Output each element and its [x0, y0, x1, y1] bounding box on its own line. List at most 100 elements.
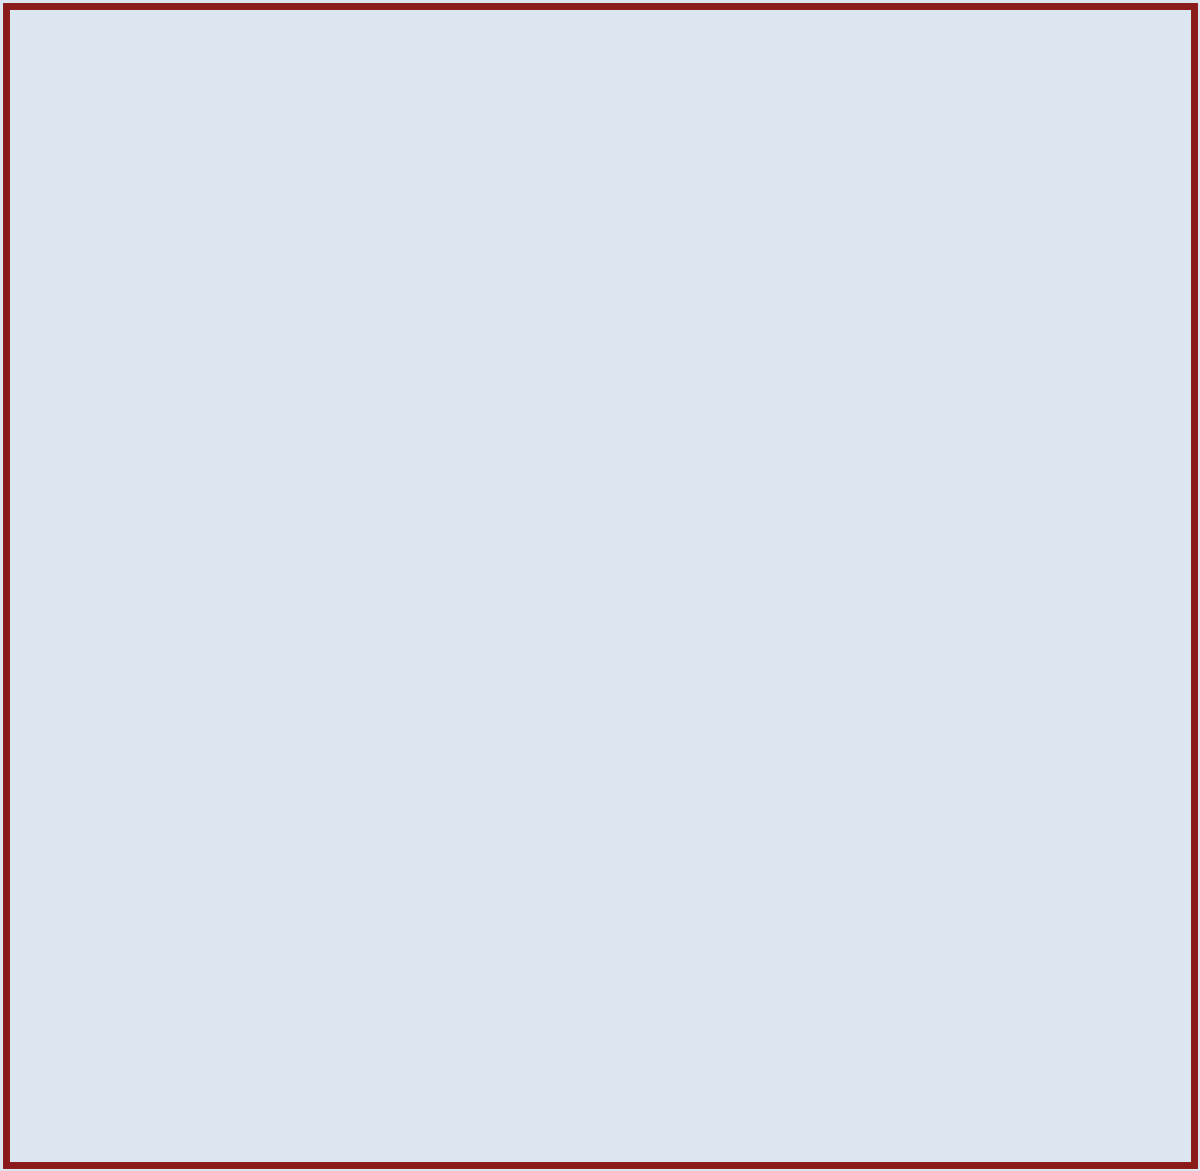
- Bar: [456, 199, 744, 272]
- Text: Cardiomyopathy: Cardiomyopathy: [730, 929, 810, 939]
- Text: Cardiomyopathy: Cardiomyopathy: [730, 1056, 810, 1066]
- Text: Composite Outcomes: Composite Outcomes: [706, 844, 810, 855]
- Text: 1.37: 1.37: [1080, 634, 1102, 643]
- Bar: [14, 744, 608, 871]
- Text: 9.25: 9.25: [1080, 676, 1102, 685]
- Text: 2.15-8.04: 2.15-8.04: [541, 1056, 587, 1066]
- Bar: [456, 334, 744, 386]
- Text: 1.38-2.03: 1.38-2.03: [1133, 844, 1178, 855]
- Text: All-cause mortality: All-cause mortality: [950, 396, 1042, 405]
- Bar: [14, 535, 1186, 576]
- Text: CMP-related outcomes
associated with
predicted deleterious
variants: CMP-related outcomes associated with pre…: [650, 411, 767, 457]
- Text: Mean 12.2 ± 1.7
years follow-up: Mean 12.2 ± 1.7 years follow-up: [985, 263, 1073, 286]
- Bar: [580, 384, 838, 484]
- Text: 1.33: 1.33: [491, 844, 512, 855]
- Text: 5: 5: [335, 1138, 341, 1148]
- Text: 6.25-13.69: 6.25-13.69: [1129, 676, 1182, 685]
- Bar: [858, 398, 1134, 484]
- Text: CI 95%: CI 95%: [530, 593, 574, 602]
- Text: 1.01-1.25: 1.01-1.25: [541, 634, 587, 643]
- Text: 5.05-8.27: 5.05-8.27: [541, 802, 587, 813]
- Text: 10: 10: [446, 1138, 461, 1148]
- Text: Cardiomyopathy: Cardiomyopathy: [730, 802, 810, 813]
- Bar: [924, 241, 1134, 308]
- Text: 1.42-1.91: 1.42-1.91: [1133, 718, 1178, 727]
- Text: Composite Outcomes: Composite Outcomes: [115, 718, 220, 727]
- Text: Main Variant Annotation Strategy: Main Variant Annotation Strategy: [188, 549, 440, 563]
- Text: 11.38: 11.38: [1078, 929, 1104, 939]
- Text: 1.15-2.17: 1.15-2.17: [1133, 1098, 1178, 1108]
- Text: 1.24: 1.24: [491, 1098, 512, 1108]
- Bar: [14, 871, 608, 998]
- Text: 1: 1: [241, 1138, 248, 1148]
- Bar: [66, 324, 276, 375]
- Text: 1.41-13.61: 1.41-13.61: [1129, 1056, 1182, 1066]
- Bar: [66, 215, 276, 251]
- Text: 0.92-1.55: 0.92-1.55: [541, 1014, 587, 1023]
- Text: 0.69-1.86: 0.69-1.86: [1133, 1014, 1178, 1023]
- Text: 4.38: 4.38: [1080, 1056, 1102, 1066]
- Text: Genes of
interest: Genes of interest: [148, 338, 194, 361]
- Text: Methods: Methods: [557, 126, 643, 145]
- Text: 1.68: 1.68: [1080, 844, 1102, 855]
- Text: 15: 15: [989, 1138, 1002, 1148]
- Text: 6.72-17.15: 6.72-17.15: [1129, 802, 1182, 813]
- Text: 1.01-1.27: 1.01-1.27: [1133, 760, 1178, 771]
- Text: HR: HR: [481, 593, 498, 602]
- Text: Mortality: Mortality: [176, 1014, 220, 1023]
- Text: 3.04-6.67: 3.04-6.67: [541, 929, 587, 939]
- Text: 1.32-2.05: 1.32-2.05: [1133, 971, 1178, 981]
- Text: Robust follow-up: Robust follow-up: [127, 228, 215, 238]
- Bar: [14, 166, 1186, 486]
- Text: 10.73: 10.73: [1076, 802, 1105, 813]
- Text: 5: 5: [871, 1138, 877, 1148]
- Text: Composite Outcomes: Composite Outcomes: [706, 971, 810, 981]
- Text: Genotype-First Approach to Cardiomyopathy: Genotype-First Approach to Cardiomyopath…: [269, 33, 728, 50]
- Text: 1.65: 1.65: [1080, 718, 1102, 727]
- Text: biobank: biobank: [547, 131, 653, 155]
- Text: 1.50: 1.50: [1080, 760, 1102, 771]
- Bar: [924, 170, 1134, 205]
- Text: HCM: HCM: [1025, 881, 1051, 890]
- Text: ARVC: ARVC: [418, 1007, 449, 1018]
- Bar: [14, 105, 1186, 166]
- Text: 1.26-1.44: 1.26-1.44: [541, 844, 587, 855]
- Text: 1.13: 1.13: [491, 634, 512, 643]
- Text: 1.20-1.39: 1.20-1.39: [541, 718, 587, 727]
- Text: 0: 0: [218, 1138, 226, 1148]
- Text: Robust follow-up: Robust follow-up: [985, 228, 1073, 238]
- Text: 1.14: 1.14: [1080, 1014, 1102, 1023]
- Text: Cardiomyopathy: Cardiomyopathy: [139, 802, 220, 813]
- Bar: [858, 377, 1134, 424]
- Text: Mortality: Mortality: [176, 886, 220, 897]
- Bar: [310, 384, 568, 484]
- Text: Composite outcomes:
mortality, ventricular
arrhythmias, heart failure,
AF, and s: Composite outcomes: mortality, ventricul…: [931, 418, 1061, 464]
- Text: Cardiomyopathy: Cardiomyopathy: [730, 676, 810, 685]
- Text: HCM: HCM: [422, 881, 449, 890]
- Text: 1.58: 1.58: [1080, 1098, 1102, 1108]
- Text: Ultra Strict ClinVar ≥2-Star P/LP Only: Ultra Strict ClinVar ≥2-Star P/LP Only: [767, 549, 1045, 563]
- Bar: [924, 215, 1134, 251]
- Text: 4.50: 4.50: [491, 929, 512, 939]
- Text: DCM: DCM: [1025, 754, 1051, 763]
- Text: Composite Outcomes: Composite Outcomes: [115, 971, 220, 981]
- Text: 0.90-1.27: 0.90-1.27: [541, 886, 587, 897]
- Text: Asatryan B, et al. J Am Coll Cardiol HF. 2023;■(■):■–■.: Asatryan B, et al. J Am Coll Cardiol HF.…: [22, 1141, 494, 1155]
- Bar: [14, 578, 1186, 616]
- Text: CI 95%: CI 95%: [1122, 593, 1165, 602]
- Text: Mortality: Mortality: [176, 760, 220, 771]
- Text: Composite Outcomes: Composite Outcomes: [706, 1098, 810, 1108]
- Text: Mortality: Mortality: [767, 1014, 810, 1023]
- Text: 1.13: 1.13: [491, 760, 512, 771]
- Text: 20: 20: [1049, 1138, 1063, 1148]
- Text: 0: 0: [810, 1138, 817, 1148]
- Text: Cardiomyopathy: Cardiomyopathy: [139, 929, 220, 939]
- Text: HR: HR: [1070, 593, 1087, 602]
- Text: Composite Outcomes: Composite Outcomes: [706, 718, 810, 727]
- Text: Prevalence of predicted
deleterious variants: Prevalence of predicted deleterious vari…: [106, 423, 229, 445]
- Bar: [14, 488, 1186, 533]
- Text: Outcomes: Outcomes: [19, 66, 120, 83]
- Text: 1.03-1.50: 1.03-1.50: [541, 1098, 587, 1108]
- Text: Clinical penetrance of
predicted deleterious
variants: Clinical penetrance of predicted deleter…: [382, 417, 496, 451]
- Bar: [612, 998, 1186, 1124]
